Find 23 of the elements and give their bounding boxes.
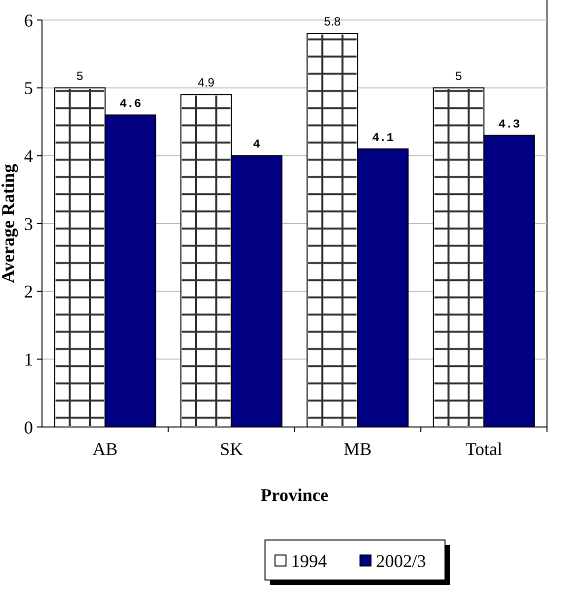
data-label: 4.9 xyxy=(198,76,215,90)
legend-label: 1994 xyxy=(291,551,327,571)
y-tick-label: 1 xyxy=(24,349,33,370)
y-tick-label: 5 xyxy=(24,78,33,98)
data-label: 4.6 xyxy=(120,96,142,111)
x-tick-label: AB xyxy=(92,439,118,459)
y-tick-label: 6 xyxy=(24,10,33,30)
x-tick-label: Total xyxy=(466,439,502,459)
data-label: 5 xyxy=(455,68,462,83)
data-label: 4 xyxy=(253,138,260,152)
x-tick-label: MB xyxy=(344,439,372,459)
y-tick-label: 3 xyxy=(24,214,33,234)
data-label: 4.1 xyxy=(372,130,394,145)
legend-label: 2002/3 xyxy=(376,551,426,571)
y-tick-label: 0 xyxy=(24,417,33,438)
data-label: 4.3 xyxy=(498,117,520,132)
y-tick-label: 4 xyxy=(24,146,33,166)
data-label: 5 xyxy=(76,68,84,83)
data-label: 5.8 xyxy=(324,14,342,29)
x-tick-label: SK xyxy=(220,439,243,459)
y-tick-label: 2 xyxy=(24,282,33,302)
y-axis-title: Average Rating xyxy=(0,164,18,284)
x-axis-title: Province xyxy=(260,485,328,505)
